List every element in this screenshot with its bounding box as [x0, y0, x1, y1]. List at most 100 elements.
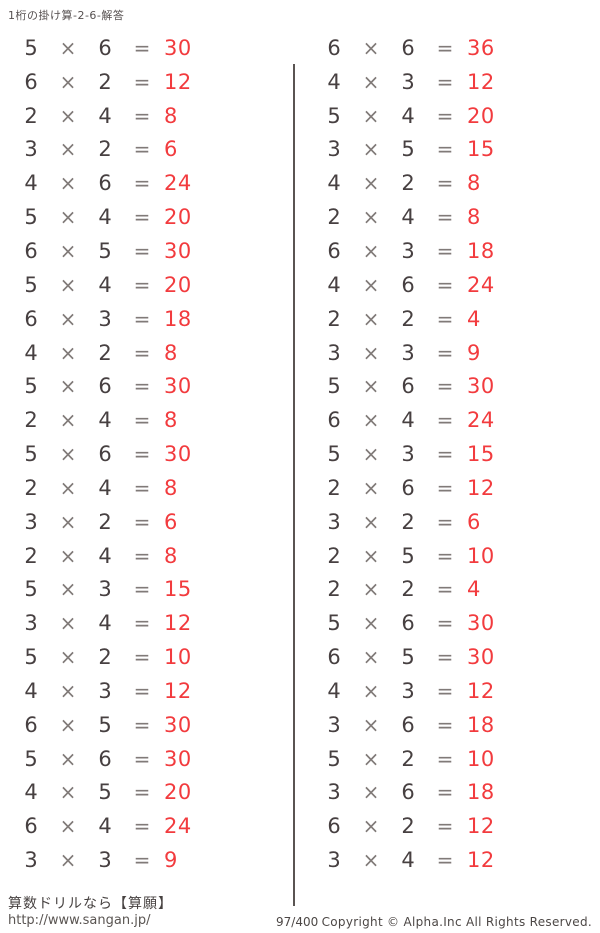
answer-value: 6 [467, 509, 481, 534]
answer-value: 12 [467, 678, 495, 703]
problem-row: 3 × 2 = 6 [318, 505, 536, 539]
times-sign: × [59, 678, 77, 703]
answer-value: 15 [467, 137, 495, 162]
times-sign: × [59, 374, 77, 399]
times-sign: × [59, 814, 77, 839]
operand-a: 3 [327, 848, 341, 873]
answer-value: 20 [164, 205, 192, 230]
operand-a: 5 [327, 442, 341, 467]
operand-a: 3 [24, 848, 38, 873]
problem-row: 4 × 3 = 12 [15, 674, 233, 708]
operand-a: 4 [24, 171, 38, 196]
times-sign: × [362, 442, 380, 467]
answer-value: 8 [467, 171, 481, 196]
equals-sign: = [436, 780, 454, 805]
equals-sign: = [133, 678, 151, 703]
operand-a: 6 [24, 238, 38, 263]
equals-sign: = [436, 171, 454, 196]
answer-value: 10 [467, 543, 495, 568]
answer-value: 12 [467, 475, 495, 500]
times-sign: × [362, 340, 380, 365]
equals-sign: = [436, 205, 454, 230]
times-sign: × [59, 543, 77, 568]
problem-row: 5 × 6 = 30 [15, 742, 233, 776]
answer-value: 30 [467, 645, 495, 670]
problem-row: 4 × 2 = 8 [318, 166, 536, 200]
equals-sign: = [133, 35, 151, 60]
operand-b: 2 [401, 306, 415, 331]
equals-sign: = [133, 238, 151, 263]
answer-value: 12 [164, 678, 192, 703]
equals-sign: = [133, 746, 151, 771]
problem-row: 4 × 2 = 8 [15, 336, 233, 370]
operand-a: 2 [327, 543, 341, 568]
equals-sign: = [133, 814, 151, 839]
answer-value: 24 [467, 272, 495, 297]
operand-b: 4 [98, 103, 112, 128]
operand-a: 2 [327, 306, 341, 331]
problem-row: 5 × 2 = 10 [15, 640, 233, 674]
column-divider-line [293, 64, 295, 906]
problem-row: 5 × 6 = 30 [15, 437, 233, 471]
problem-row: 3 × 2 = 6 [15, 505, 233, 539]
problem-row: 2 × 4 = 8 [15, 403, 233, 437]
answer-value: 8 [164, 408, 178, 433]
equals-sign: = [133, 103, 151, 128]
times-sign: × [362, 306, 380, 331]
problem-column-right: 6 × 6 = 36 4 × 3 = 12 5 × 4 = 20 3 × 5 =… [318, 31, 536, 877]
times-sign: × [362, 69, 380, 94]
operand-a: 3 [327, 340, 341, 365]
equals-sign: = [133, 475, 151, 500]
equals-sign: = [133, 205, 151, 230]
operand-a: 5 [327, 374, 341, 399]
times-sign: × [362, 205, 380, 230]
operand-b: 6 [98, 746, 112, 771]
answer-value: 30 [164, 442, 192, 467]
times-sign: × [59, 746, 77, 771]
times-sign: × [362, 509, 380, 534]
times-sign: × [59, 442, 77, 467]
times-sign: × [59, 340, 77, 365]
operand-b: 5 [401, 137, 415, 162]
equals-sign: = [133, 712, 151, 737]
operand-b: 2 [401, 814, 415, 839]
operand-b: 4 [98, 543, 112, 568]
times-sign: × [59, 35, 77, 60]
problem-row: 3 × 3 = 9 [15, 843, 233, 877]
problem-row: 5 × 3 = 15 [318, 437, 536, 471]
equals-sign: = [436, 137, 454, 162]
equals-sign: = [436, 69, 454, 94]
operand-b: 5 [401, 645, 415, 670]
operand-a: 6 [24, 69, 38, 94]
answer-value: 8 [164, 103, 178, 128]
problem-row: 2 × 2 = 4 [318, 302, 536, 336]
page-title: 1桁の掛け算-2-6-解答 [8, 9, 125, 22]
problem-row: 3 × 3 = 9 [318, 336, 536, 370]
answer-value: 10 [467, 746, 495, 771]
problem-row: 5 × 4 = 20 [15, 200, 233, 234]
times-sign: × [362, 780, 380, 805]
times-sign: × [59, 137, 77, 162]
equals-sign: = [436, 306, 454, 331]
times-sign: × [362, 374, 380, 399]
times-sign: × [362, 238, 380, 263]
answer-value: 12 [467, 814, 495, 839]
times-sign: × [59, 780, 77, 805]
times-sign: × [362, 814, 380, 839]
equals-sign: = [436, 848, 454, 873]
operand-a: 2 [327, 577, 341, 602]
equals-sign: = [436, 543, 454, 568]
problem-row: 2 × 6 = 12 [318, 471, 536, 505]
equals-sign: = [133, 408, 151, 433]
answer-value: 30 [164, 374, 192, 399]
times-sign: × [362, 137, 380, 162]
operand-b: 3 [401, 340, 415, 365]
footer-site-name: 算数ドリルなら【算願】 [8, 896, 173, 912]
operand-b: 2 [98, 509, 112, 534]
equals-sign: = [436, 272, 454, 297]
equals-sign: = [436, 35, 454, 60]
answer-value: 30 [164, 35, 192, 60]
answer-value: 10 [164, 645, 192, 670]
answer-value: 4 [467, 306, 481, 331]
operand-a: 4 [327, 678, 341, 703]
